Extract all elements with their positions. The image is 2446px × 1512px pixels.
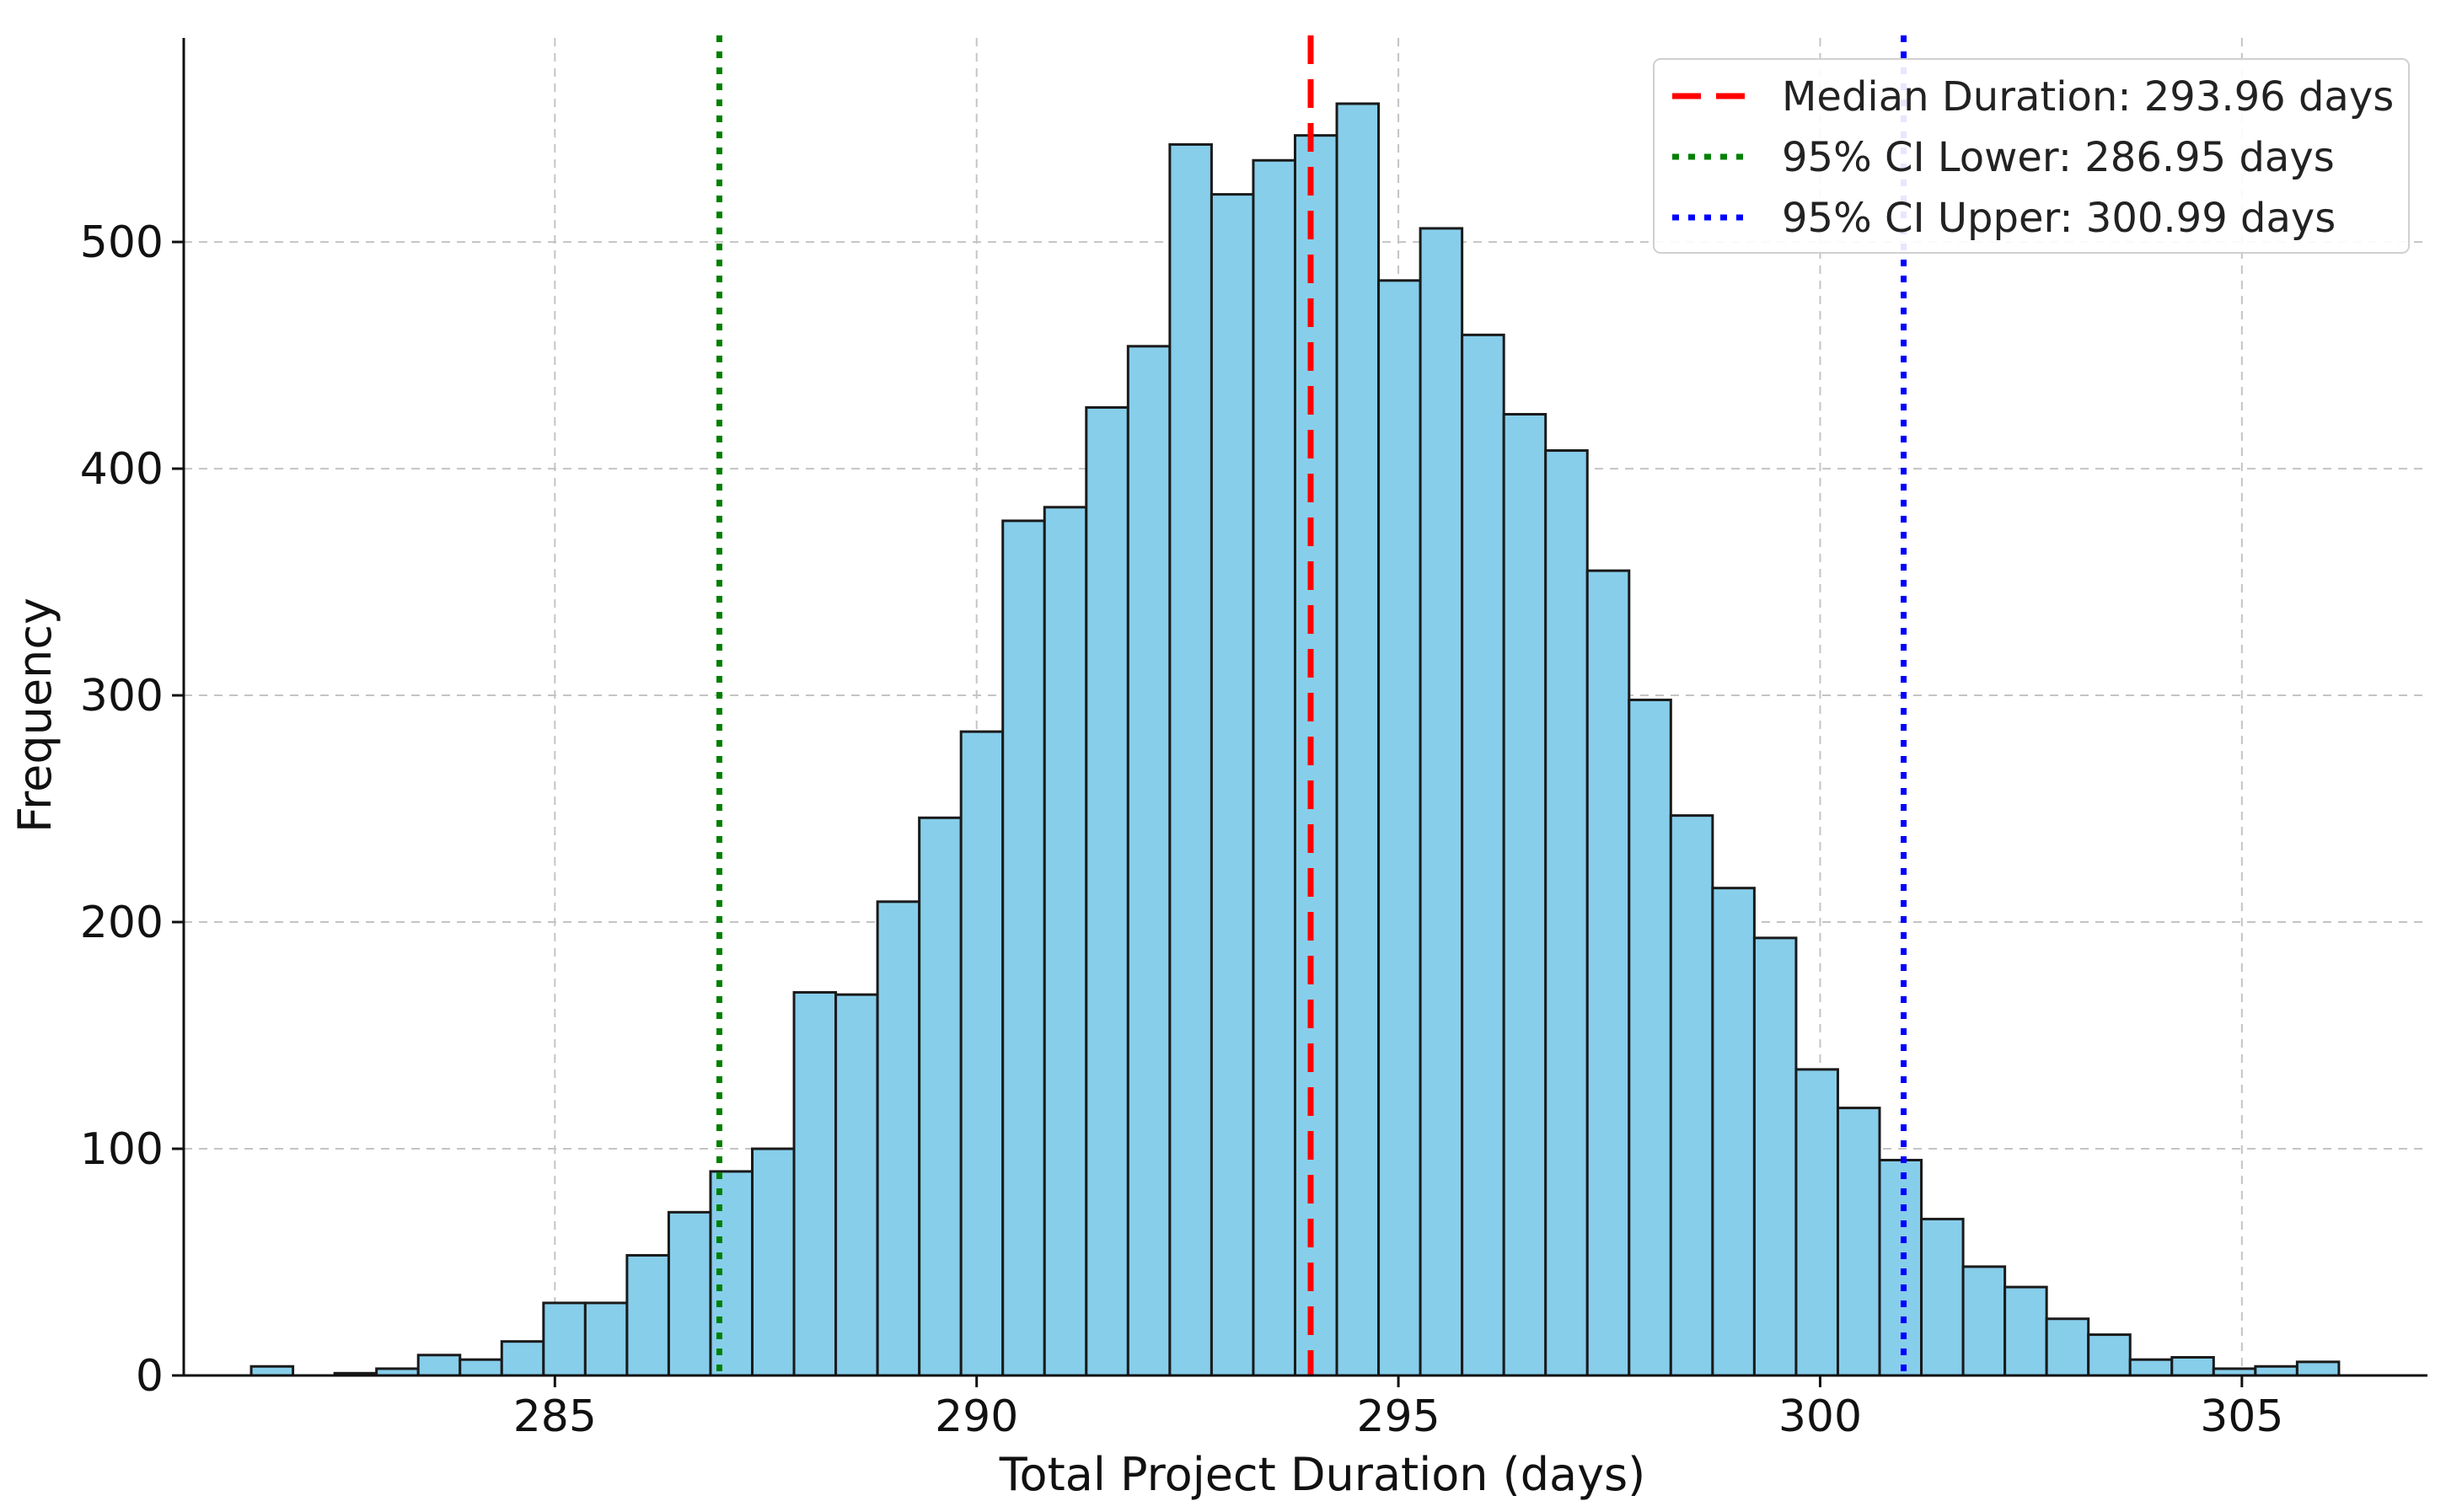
histogram-bar <box>1836 1107 1881 1377</box>
histogram-bar <box>1252 158 1296 1377</box>
histogram-bar <box>1419 227 1464 1377</box>
x-tick-label: 305 <box>2200 1391 2283 1442</box>
histogram-bar <box>1585 569 1631 1377</box>
histogram-bar <box>2128 1358 2174 1377</box>
histogram-bar <box>625 1253 670 1377</box>
histogram-bar <box>1377 279 1422 1377</box>
legend-entry-label: Median Duration: 293.96 days <box>1782 73 2394 121</box>
histogram-bar <box>1502 413 1548 1377</box>
histogram-bar <box>500 1340 545 1377</box>
y-tick-label: 300 <box>80 671 164 721</box>
y-axis-label: Frequency <box>8 598 62 833</box>
histogram-bar <box>1544 449 1589 1377</box>
histogram-bar <box>1043 506 1088 1377</box>
histogram-bar <box>2170 1355 2215 1377</box>
axes <box>182 38 2427 1377</box>
y-tick-label: 100 <box>80 1124 164 1175</box>
histogram-bar <box>1711 887 1756 1377</box>
histogram-bar <box>1210 193 1255 1377</box>
histogram-bar <box>2254 1365 2298 1377</box>
histogram-bar <box>667 1210 712 1377</box>
histogram-bar <box>1293 134 1338 1377</box>
histogram-bar <box>1461 333 1505 1377</box>
histogram-bar <box>918 816 963 1377</box>
y-tick-label: 400 <box>80 444 164 495</box>
histogram-bar <box>583 1301 629 1377</box>
histogram-bar <box>792 990 838 1377</box>
histogram-bar <box>1920 1217 1965 1377</box>
histogram-bar <box>1794 1068 1839 1377</box>
legend: Median Duration: 293.96 days 95% CI Lower… <box>1653 58 2410 254</box>
histogram-bar <box>751 1147 796 1377</box>
legend-entry-label: 95% CI Lower: 286.95 days <box>1782 134 2335 181</box>
histogram-bar <box>2045 1317 2090 1377</box>
x-tick-label: 295 <box>1356 1391 1440 1442</box>
histogram-bar <box>1126 345 1172 1377</box>
reference-lines <box>716 35 1907 1375</box>
y-axis-ticks: 0 100 200 300 400 500 <box>80 217 184 1402</box>
histogram-bar <box>542 1301 587 1377</box>
y-tick-label: 500 <box>80 217 164 268</box>
histogram-bar <box>1669 814 1714 1377</box>
histogram-bar <box>1335 102 1381 1377</box>
histogram-bar <box>834 993 879 1377</box>
x-tick-label: 290 <box>935 1391 1018 1442</box>
legend-items: Median Duration: 293.96 days 95% CI Lower… <box>1672 73 2394 242</box>
x-axis-ticks: 285 290 295 300 305 <box>513 1375 2283 1442</box>
histogram-bar <box>876 900 921 1377</box>
y-tick-label: 0 <box>136 1351 164 1402</box>
histogram-bar <box>2295 1360 2341 1377</box>
histogram-bar <box>1085 405 1129 1377</box>
histogram-bar <box>2003 1285 2048 1377</box>
legend-entry-label: 95% CI Upper: 300.99 days <box>1782 195 2336 242</box>
histogram-bar <box>1001 519 1046 1377</box>
histogram-bar <box>459 1358 503 1377</box>
histogram-bar <box>416 1354 462 1377</box>
histogram-bar <box>1961 1265 2007 1377</box>
histogram-bar <box>2087 1333 2132 1377</box>
histogram-bar <box>959 730 1005 1377</box>
x-tick-label: 300 <box>1778 1391 1862 1442</box>
histogram-bar <box>249 1365 295 1377</box>
x-axis-label: Total Project Duration (days) <box>999 1448 1646 1501</box>
histogram-bar <box>1878 1158 1923 1377</box>
histogram-bars <box>249 102 2341 1377</box>
histogram-bar <box>1752 936 1798 1377</box>
y-tick-label: 200 <box>80 898 164 948</box>
histogram-bar <box>1628 698 1672 1377</box>
histogram-bar <box>1168 142 1213 1377</box>
legend-box <box>1653 58 2410 254</box>
x-tick-label: 285 <box>513 1391 597 1442</box>
